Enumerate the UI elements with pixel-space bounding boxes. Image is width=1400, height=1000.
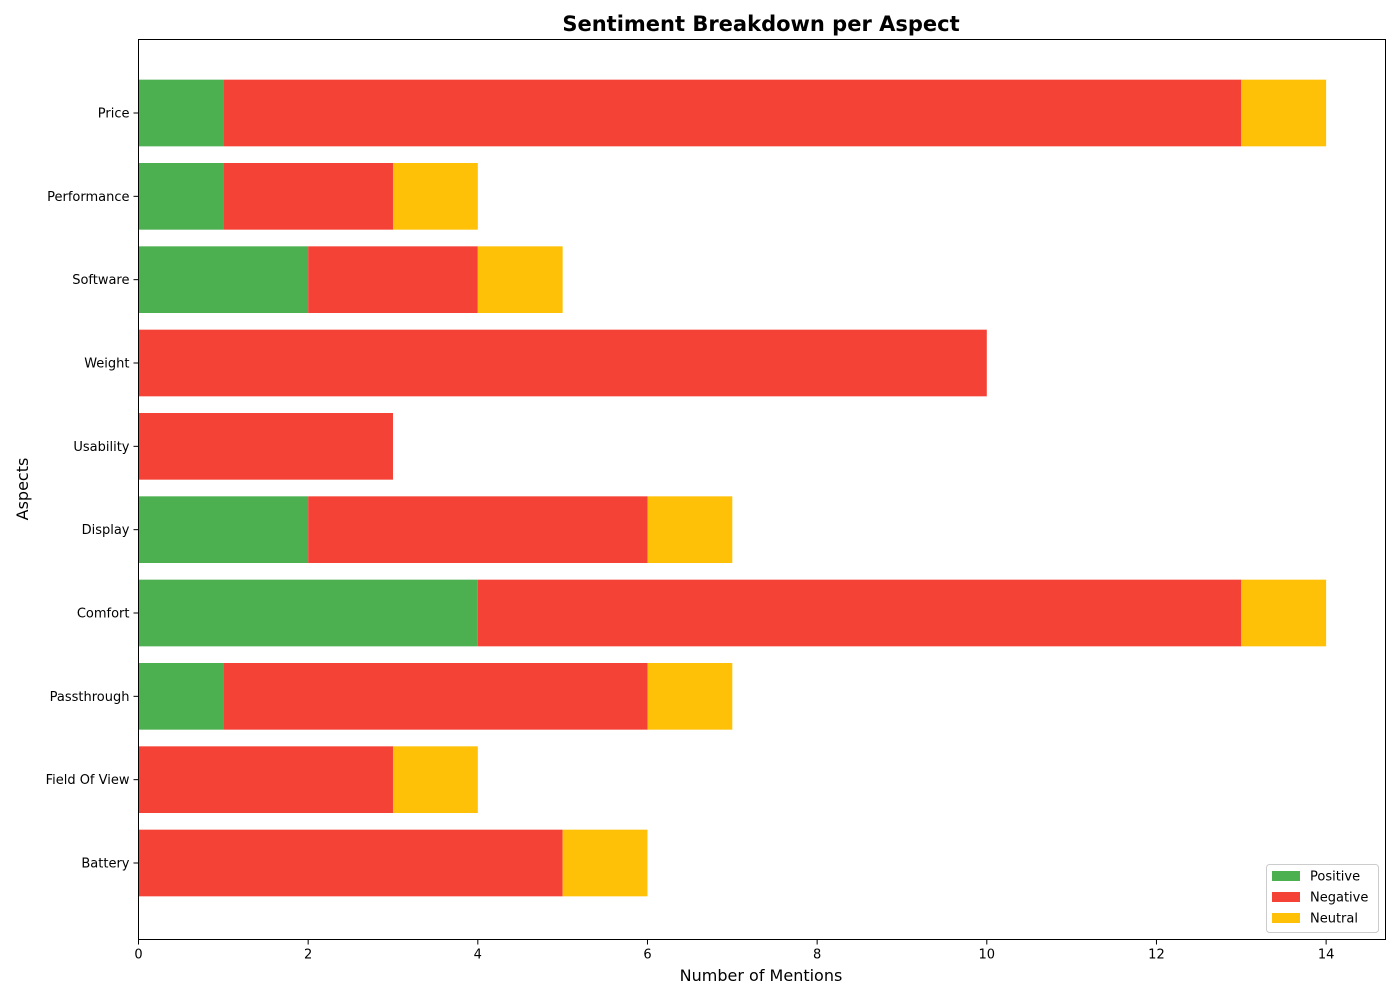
x-axis-ticks: 0 2 4 6 8 10 12 14 bbox=[134, 939, 1335, 963]
y-tick-label: Usability bbox=[73, 440, 129, 455]
bar-negative-display bbox=[308, 496, 648, 563]
plot-frame bbox=[138, 39, 1386, 940]
y-tick-label: Price bbox=[98, 107, 130, 122]
y-tick-label: Comfort bbox=[77, 607, 130, 622]
bar-neutral-software bbox=[477, 246, 563, 313]
y-tick-label: Battery bbox=[81, 857, 129, 872]
y-tick-label: Software bbox=[72, 273, 129, 288]
x-tick-label: 4 bbox=[474, 948, 482, 963]
bar-negative-field-of-view bbox=[138, 746, 393, 813]
bar-neutral-passthrough bbox=[647, 663, 733, 730]
x-tick-label: 12 bbox=[1148, 948, 1165, 963]
legend-label-neutral: Neutral bbox=[1310, 912, 1358, 927]
x-tick-label: 0 bbox=[134, 948, 142, 963]
bar-neutral-display bbox=[647, 496, 733, 563]
bar-negative-battery bbox=[138, 829, 563, 897]
legend-label-negative: Negative bbox=[1310, 891, 1368, 906]
bar-negative-price bbox=[223, 79, 1242, 147]
y-tick-label: Field Of View bbox=[46, 773, 130, 788]
x-tick-label: 14 bbox=[1318, 948, 1335, 963]
bar-neutral-battery bbox=[562, 829, 648, 897]
y-axis-ticks: Battery Field Of View Passthrough Comfort Di… bbox=[46, 107, 139, 872]
y-tick-label: Weight bbox=[84, 357, 129, 372]
bar-negative-passthrough bbox=[223, 663, 648, 730]
bar-positive-performance bbox=[138, 163, 224, 230]
bar-neutral-price bbox=[1241, 79, 1327, 147]
bar-negative-usability bbox=[138, 413, 393, 480]
x-tick-label: 8 bbox=[813, 948, 821, 963]
legend-swatch-neutral bbox=[1272, 913, 1300, 923]
bar-negative-weight bbox=[138, 329, 987, 397]
bar-negative-performance bbox=[223, 163, 393, 230]
y-tick-label: Performance bbox=[47, 190, 129, 205]
legend-label-positive: Positive bbox=[1310, 870, 1360, 885]
legend-swatch-negative bbox=[1272, 892, 1300, 902]
bar-positive-software bbox=[138, 246, 309, 313]
bar-negative-software bbox=[308, 246, 478, 313]
bar-neutral-comfort bbox=[1241, 579, 1327, 647]
legend-swatch-positive bbox=[1272, 871, 1300, 881]
x-tick-label: 10 bbox=[979, 948, 996, 963]
x-tick-label: 6 bbox=[643, 948, 651, 963]
bar-positive-comfort bbox=[138, 579, 478, 647]
bar-positive-passthrough bbox=[138, 663, 224, 730]
x-tick-label: 2 bbox=[304, 948, 312, 963]
x-axis-label: Number of Mentions bbox=[680, 966, 843, 985]
bar-positive-display bbox=[138, 496, 309, 563]
bar-positive-price bbox=[138, 79, 224, 147]
bar-neutral-performance bbox=[392, 163, 478, 230]
bars-group bbox=[138, 79, 1327, 897]
chart-title: Sentiment Breakdown per Aspect bbox=[562, 12, 959, 36]
y-axis-label: Aspects bbox=[13, 458, 32, 521]
y-tick-label: Display bbox=[82, 523, 130, 538]
y-tick-label: Passthrough bbox=[50, 690, 130, 705]
bar-negative-comfort bbox=[477, 579, 1242, 647]
bar-neutral-field-of-view bbox=[392, 746, 478, 813]
legend: Positive Negative Neutral bbox=[1266, 864, 1379, 933]
